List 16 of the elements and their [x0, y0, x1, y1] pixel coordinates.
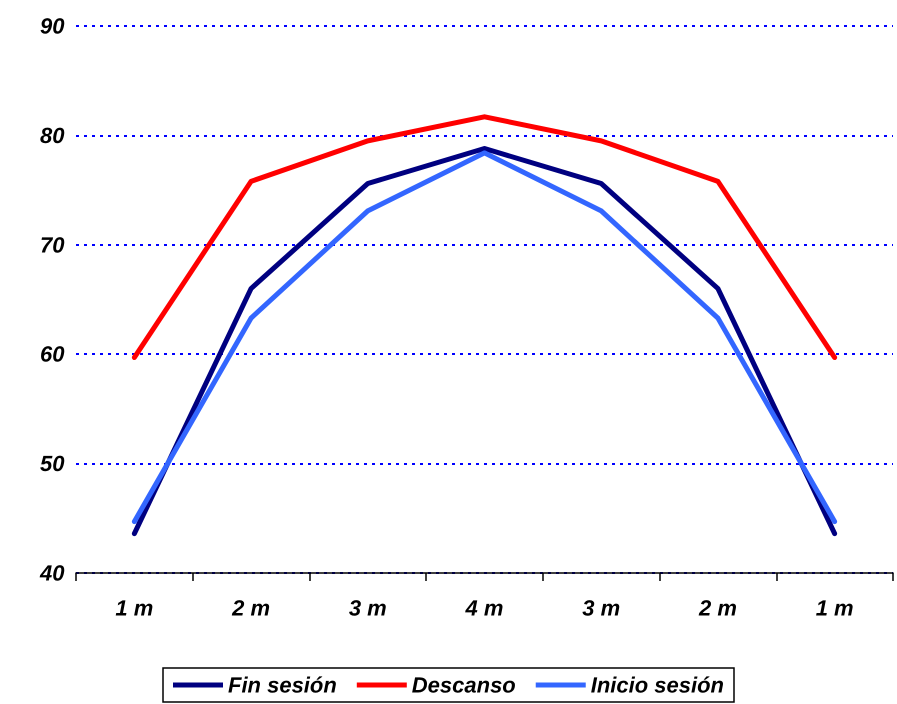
x-tick-label: 3 m [348, 596, 387, 620]
x-tick-label: 2 m [231, 596, 270, 620]
x-tick-label: 2 m [698, 596, 737, 620]
y-tick-label: 60 [40, 342, 66, 367]
y-tick-label: 80 [40, 122, 66, 148]
y-tick-label: 90 [40, 14, 66, 38]
x-tick-label: 4 m [464, 596, 504, 620]
legend-label: Descanso [412, 672, 516, 698]
x-tick-label: 1 m [115, 596, 154, 620]
y-tick-label: 50 [40, 451, 66, 476]
y-tick-label: 70 [40, 232, 66, 258]
y-tick-label: 40 [39, 560, 66, 586]
legend-label: Inicio sesión [590, 672, 724, 698]
x-tick-label: 3 m [582, 596, 620, 620]
x-tick-label: 1 m [816, 596, 854, 620]
legend-label: Fin sesión [228, 672, 337, 698]
